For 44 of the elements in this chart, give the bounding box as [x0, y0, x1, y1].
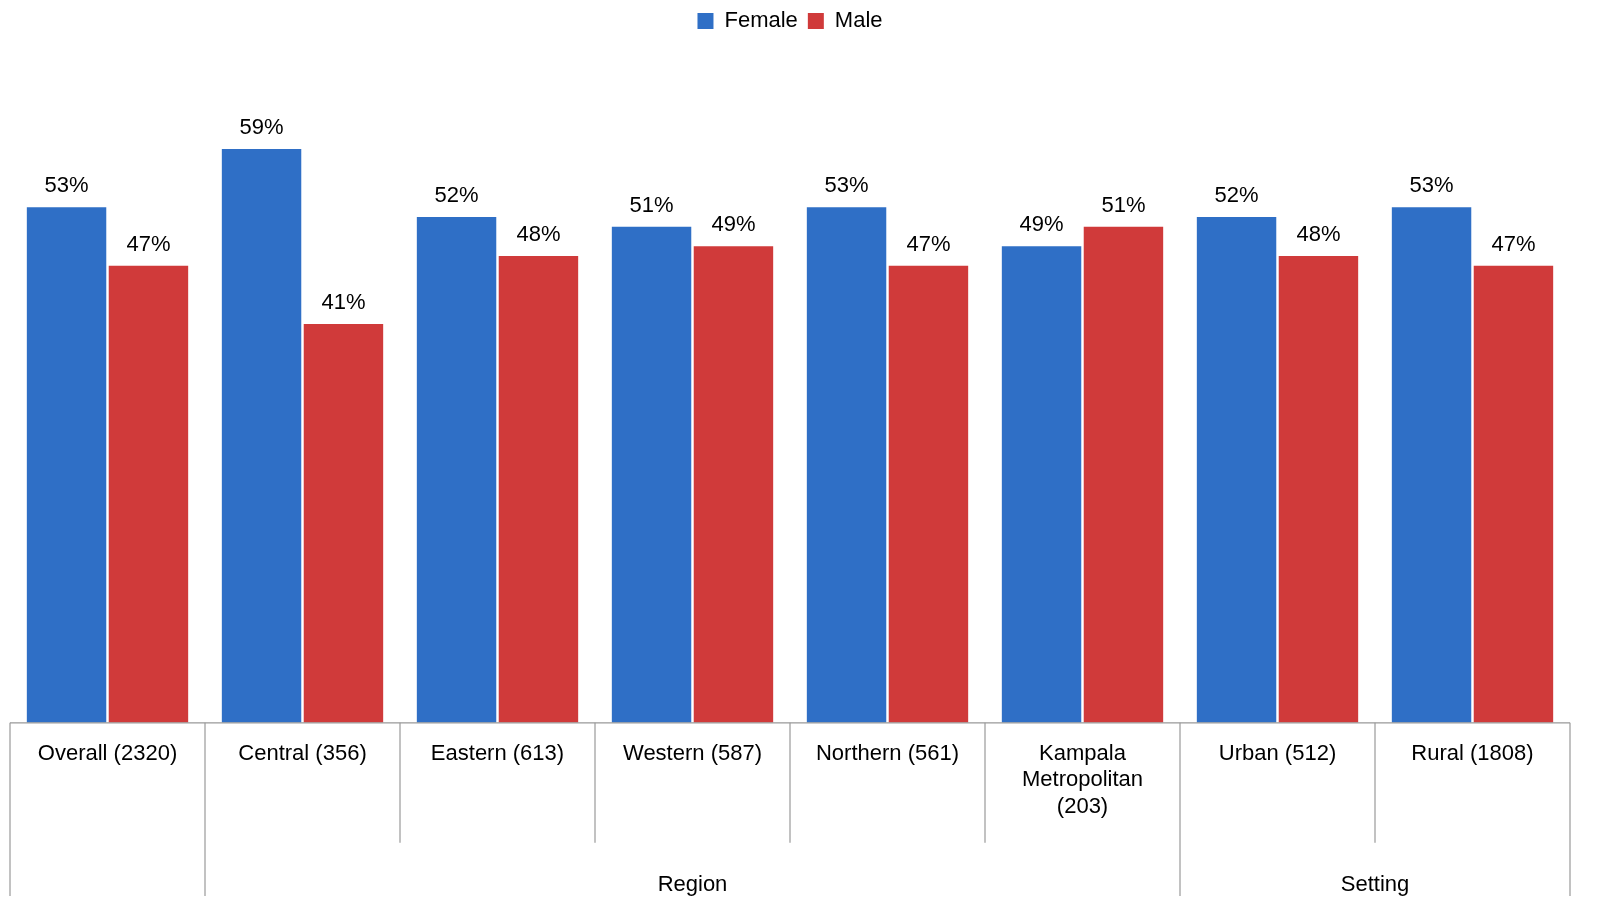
bar: [1083, 226, 1164, 723]
data-label: 49%: [711, 211, 756, 237]
bar: [611, 226, 692, 723]
x-tick-label: Overall (2320): [37, 740, 178, 766]
data-label: 49%: [1019, 211, 1064, 237]
data-label: 53%: [44, 172, 89, 198]
bar: [221, 148, 302, 723]
data-label: 41%: [321, 289, 366, 315]
x-tick-label: Rural (1808): [1411, 740, 1534, 766]
bar: [498, 255, 579, 723]
data-label: 52%: [434, 182, 479, 208]
x-tick-label: Western (587): [623, 740, 762, 766]
data-label: 53%: [1409, 172, 1454, 198]
bar: [108, 265, 189, 723]
bar: [1278, 255, 1359, 723]
data-label: 47%: [906, 230, 951, 256]
bar: [888, 265, 969, 723]
data-label: 51%: [1101, 191, 1146, 217]
x-tick-label: Urban (512): [1218, 740, 1337, 766]
bar: [1473, 265, 1554, 723]
bar: [1196, 217, 1277, 723]
bar: [693, 246, 774, 723]
x-tick-label: Northern (561): [815, 740, 960, 766]
bar: [1001, 246, 1082, 723]
x-tick-label: Kampala Metropolitan (203): [1021, 740, 1144, 818]
legend-label: Female: [724, 7, 798, 33]
bar: [1391, 207, 1472, 723]
bar: [303, 324, 384, 723]
data-label: 59%: [239, 114, 284, 140]
data-label: 53%: [824, 172, 869, 198]
data-label: 47%: [1491, 230, 1536, 256]
text: Region: [657, 871, 728, 897]
legend-label: Male: [834, 7, 883, 33]
text: Setting: [1340, 871, 1410, 897]
data-label: 48%: [516, 221, 561, 247]
data-label: 51%: [629, 191, 674, 217]
data-label: 48%: [1296, 221, 1341, 247]
x-tick-label: Eastern (613): [430, 740, 565, 766]
data-label: 47%: [126, 230, 171, 256]
bar: [26, 207, 107, 723]
data-label: 52%: [1214, 182, 1259, 208]
bar: [416, 217, 497, 723]
x-tick-label: Central (356): [238, 740, 367, 766]
bar: [806, 207, 887, 723]
